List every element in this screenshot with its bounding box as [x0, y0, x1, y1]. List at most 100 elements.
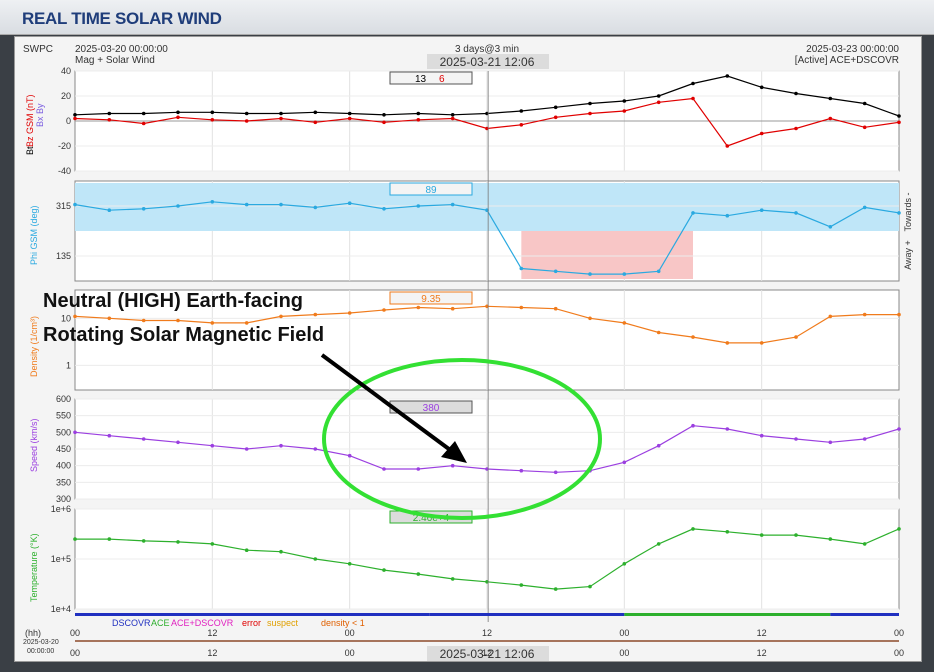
temperature-point [450, 577, 455, 581]
speed-point [897, 427, 901, 431]
density-point [416, 305, 421, 310]
phi-point [313, 205, 318, 210]
bz-point [210, 118, 215, 122]
bz-point [73, 116, 77, 121]
temperature-point [210, 542, 215, 546]
speed-point [279, 443, 283, 448]
legend-dscovr: DSCOVR [112, 618, 151, 628]
density-point [450, 306, 455, 311]
dens-panel: 10 1 [61, 289, 901, 391]
bt-point [656, 94, 661, 98]
readout-temp: 2.46e+4 [413, 513, 450, 524]
ylabel-bxby: Bx By [35, 103, 45, 127]
speed-point [519, 468, 524, 473]
speed-point [691, 423, 695, 428]
bz-point [279, 116, 283, 121]
legend-ace: ACE [151, 618, 170, 628]
speed-tick-label: 600 [56, 394, 71, 404]
density-point [759, 341, 764, 345]
end-time: 2025-03-23 00:00:00 [806, 44, 899, 55]
ylabel-bz: Bz GSM (nT) [25, 94, 35, 147]
temperature-point [279, 549, 283, 554]
bz-point [416, 118, 421, 122]
temperature-point [73, 537, 77, 541]
temperature-point [828, 537, 833, 541]
xaxis-tick-label-lower: 12 [757, 648, 767, 658]
phi-point [347, 201, 352, 205]
xaxis-tick-label: 00 [894, 628, 904, 638]
temperature-point [691, 527, 695, 531]
bz-point [553, 115, 558, 120]
density-point [347, 311, 352, 315]
dens-tick-label: 1 [66, 360, 71, 370]
start-time: 2025-03-20 00:00:00 [75, 44, 168, 55]
legend-error: error [242, 618, 261, 628]
phi-point [519, 266, 524, 271]
phi-point [382, 207, 386, 211]
bt-point [862, 101, 867, 106]
phi-point [73, 202, 77, 207]
readout-speed: 380 [423, 403, 440, 414]
readout-phi: 89 [425, 185, 437, 196]
density-point [897, 312, 901, 317]
legend-acedscovr: ACE+DSCOVR [171, 618, 234, 628]
bt-point [416, 111, 421, 116]
solar-wind-chart: SWPC 2025-03-20 00:00:00 Mag + Solar Win… [23, 44, 913, 661]
phi-point [450, 202, 455, 207]
density-point [588, 316, 592, 321]
bt-point [450, 113, 455, 117]
phi-towards-label: Towards - [903, 192, 913, 231]
density-point [279, 314, 283, 319]
speed-point [244, 447, 249, 451]
density-point [210, 321, 215, 325]
phi-tick-label: 315 [56, 201, 71, 211]
source-bar-dscovr [75, 613, 430, 616]
cursor-time: 2025-03-21 12:06 [440, 55, 535, 69]
speed-point [656, 443, 661, 448]
bz-point [141, 121, 146, 126]
bz-point [313, 120, 318, 125]
ylabel-temp: Temperature (°K) [29, 533, 39, 602]
density-readout: 9.35 [389, 291, 473, 305]
mag-tick-label: 40 [61, 66, 71, 76]
bz-point [691, 96, 695, 101]
temperature-point [176, 540, 180, 544]
temperature-point [588, 584, 592, 589]
bz-point [347, 116, 352, 121]
speed-point [382, 467, 386, 471]
bt-point [382, 113, 386, 117]
xaxis-tick-label: 12 [207, 628, 217, 638]
phi-point [897, 211, 901, 215]
readout-bt: 13 [415, 74, 427, 85]
bz-point [656, 100, 661, 105]
phi-point [553, 269, 558, 274]
page-header: REAL TIME SOLAR WIND [0, 0, 934, 35]
density-point [382, 308, 386, 312]
ylabel-phi: Phi GSM (deg) [29, 205, 39, 265]
chart-panel: SWPC 2025-03-20 00:00:00 Mag + Solar Win… [14, 36, 922, 662]
density-point [313, 312, 318, 317]
speed-point [450, 463, 455, 468]
density-point [794, 335, 798, 339]
temperature-point [347, 562, 352, 566]
mag-tick-label: -40 [58, 166, 71, 176]
ylabel-speed: Speed (km/s) [29, 418, 39, 472]
speed-tick-label: 450 [56, 444, 71, 454]
annotation-arrow-shaft [320, 353, 459, 457]
bt-point [519, 109, 524, 113]
density-point [622, 321, 627, 325]
speed-point [759, 433, 764, 438]
xaxis-tick-label: 00 [70, 628, 80, 638]
phi-point [725, 213, 730, 218]
bz-point [588, 111, 592, 116]
bz-point [862, 125, 867, 130]
xaxis-tick-label: 12 [757, 628, 767, 638]
temperature-point [519, 583, 524, 587]
temperature-point [141, 539, 146, 543]
bt-point [107, 111, 112, 116]
temperature-point [244, 548, 249, 552]
bt-point [347, 111, 352, 116]
xaxis-tick-label: 00 [619, 628, 629, 638]
temperature-point [622, 562, 627, 566]
temperature-point [553, 587, 558, 591]
